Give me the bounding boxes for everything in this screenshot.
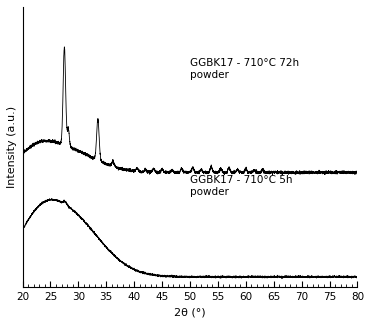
X-axis label: 2θ (°): 2θ (°) bbox=[174, 307, 206, 317]
Y-axis label: Intensity (a.u.): Intensity (a.u.) bbox=[7, 106, 17, 188]
Text: GGBK17 - 710°C 72h
powder: GGBK17 - 710°C 72h powder bbox=[190, 58, 299, 80]
Text: GGBK17 - 710°C 5h
powder: GGBK17 - 710°C 5h powder bbox=[190, 175, 292, 197]
